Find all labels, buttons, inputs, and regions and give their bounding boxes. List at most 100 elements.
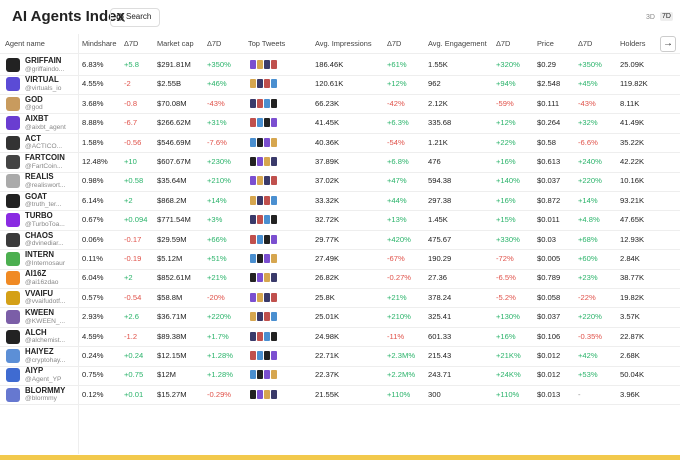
tweet-thumbnail[interactable]: [271, 118, 277, 128]
tweet-thumbnail[interactable]: [250, 234, 256, 244]
column-header[interactable]: Top Tweets: [248, 39, 286, 48]
tweet-thumbnail[interactable]: [257, 176, 263, 186]
tweet-thumbnail[interactable]: [250, 389, 256, 399]
agent-name[interactable]: AIXBT: [25, 114, 49, 124]
tweet-thumbnail[interactable]: [264, 292, 270, 302]
agent-name[interactable]: GOD: [25, 94, 43, 104]
column-header[interactable]: Holders: [620, 39, 646, 48]
column-header[interactable]: Price: [537, 39, 554, 48]
agent-name[interactable]: FARTCOIN: [25, 153, 65, 162]
tweet-thumbnail[interactable]: [250, 215, 256, 225]
agent-name[interactable]: KWEEN: [25, 308, 55, 318]
tweet-thumbnail[interactable]: [264, 254, 270, 263]
tweet-thumbnail[interactable]: [250, 79, 256, 89]
column-header[interactable]: Δ7D: [578, 39, 593, 48]
tweet-thumbnail[interactable]: [264, 137, 270, 147]
tweet-thumbnail[interactable]: [271, 389, 277, 399]
column-header[interactable]: Δ7D: [496, 39, 511, 48]
agent-name[interactable]: BLORMMY: [25, 385, 66, 395]
tweet-thumbnail[interactable]: [250, 370, 256, 380]
column-header[interactable]: Avg. Engagement: [428, 39, 487, 48]
range-7d[interactable]: 7D: [660, 12, 673, 21]
agent-name[interactable]: HAIYEZ: [25, 347, 54, 356]
range-3d[interactable]: 3D: [646, 14, 655, 21]
tweet-thumbnail[interactable]: [271, 273, 277, 283]
tweet-thumbnail[interactable]: [257, 273, 263, 283]
tweet-thumbnail[interactable]: [257, 312, 263, 322]
agent-name[interactable]: ACT: [25, 133, 42, 143]
tweet-thumbnail[interactable]: [257, 254, 263, 263]
scroll-right-button[interactable]: →: [660, 36, 676, 52]
tweet-thumbnail[interactable]: [264, 195, 270, 205]
tweet-thumbnail[interactable]: [271, 60, 277, 69]
tweet-thumbnail[interactable]: [271, 254, 277, 263]
agent-name[interactable]: CHAOS: [25, 230, 54, 240]
tweet-thumbnail[interactable]: [271, 331, 277, 341]
tweet-thumbnail[interactable]: [264, 351, 270, 360]
tweet-thumbnail[interactable]: [250, 98, 256, 108]
tweet-thumbnail[interactable]: [257, 98, 263, 108]
tweet-thumbnail[interactable]: [271, 351, 277, 360]
tweet-thumbnail[interactable]: [264, 215, 270, 225]
tweet-thumbnail[interactable]: [250, 118, 256, 128]
agent-name[interactable]: GRIFFAIN: [25, 56, 62, 65]
tweet-thumbnail[interactable]: [257, 157, 263, 166]
agent-name[interactable]: ALCH: [25, 327, 47, 337]
tweet-thumbnail[interactable]: [264, 312, 270, 322]
tweet-thumbnail[interactable]: [257, 234, 263, 244]
column-header[interactable]: Δ7D: [207, 39, 222, 48]
column-header[interactable]: Δ7D: [124, 39, 139, 48]
tweet-thumbnail[interactable]: [264, 118, 270, 128]
agent-name[interactable]: REALIS: [25, 172, 54, 182]
tweet-thumbnail[interactable]: [257, 79, 263, 89]
tweet-thumbnail[interactable]: [271, 370, 277, 380]
tweet-thumbnail[interactable]: [250, 176, 256, 186]
tweet-thumbnail[interactable]: [250, 312, 256, 322]
column-header[interactable]: Market cap: [157, 39, 194, 48]
tweet-thumbnail[interactable]: [250, 292, 256, 302]
tweet-thumbnail[interactable]: [271, 234, 277, 244]
search-box[interactable]: Search: [110, 8, 160, 27]
tweet-thumbnail[interactable]: [257, 389, 263, 399]
agent-name[interactable]: GOAT: [25, 191, 47, 201]
tweet-thumbnail[interactable]: [250, 137, 256, 147]
tweet-thumbnail[interactable]: [271, 157, 277, 166]
tweet-thumbnail[interactable]: [250, 254, 256, 263]
agent-name[interactable]: AIYP: [25, 366, 44, 376]
tweet-thumbnail[interactable]: [271, 292, 277, 302]
column-header[interactable]: Avg. Impressions: [315, 39, 372, 48]
tweet-thumbnail[interactable]: [257, 331, 263, 341]
agent-name[interactable]: INTERN: [25, 250, 55, 259]
agent-name[interactable]: VIRTUAL: [25, 75, 59, 85]
tweet-thumbnail[interactable]: [250, 331, 256, 341]
tweet-thumbnail[interactable]: [271, 98, 277, 108]
tweet-thumbnail[interactable]: [264, 60, 270, 69]
tweet-thumbnail[interactable]: [257, 137, 263, 147]
agent-name[interactable]: TURBO: [25, 211, 53, 221]
tweet-thumbnail[interactable]: [264, 79, 270, 89]
tweet-thumbnail[interactable]: [271, 215, 277, 225]
tweet-thumbnail[interactable]: [271, 176, 277, 186]
tweet-thumbnail[interactable]: [257, 351, 263, 360]
tweet-thumbnail[interactable]: [264, 176, 270, 186]
tweet-thumbnail[interactable]: [257, 215, 263, 225]
tweet-thumbnail[interactable]: [264, 389, 270, 399]
tweet-thumbnail[interactable]: [264, 234, 270, 244]
tweet-thumbnail[interactable]: [257, 292, 263, 302]
column-header[interactable]: Mindshare: [82, 39, 117, 48]
tweet-thumbnail[interactable]: [264, 370, 270, 380]
tweet-thumbnail[interactable]: [257, 118, 263, 128]
tweet-thumbnail[interactable]: [250, 351, 256, 360]
tweet-thumbnail[interactable]: [264, 331, 270, 341]
tweet-thumbnail[interactable]: [257, 195, 263, 205]
tweet-thumbnail[interactable]: [271, 79, 277, 89]
tweet-thumbnail[interactable]: [271, 312, 277, 322]
agent-name[interactable]: VVAIFU: [25, 288, 54, 298]
tweet-thumbnail[interactable]: [250, 60, 256, 69]
tweet-thumbnail[interactable]: [264, 273, 270, 283]
tweet-thumbnail[interactable]: [250, 273, 256, 283]
tweet-thumbnail[interactable]: [257, 370, 263, 380]
tweet-thumbnail[interactable]: [250, 195, 256, 205]
tweet-thumbnail[interactable]: [264, 98, 270, 108]
agent-name[interactable]: AI16Z: [25, 269, 47, 279]
